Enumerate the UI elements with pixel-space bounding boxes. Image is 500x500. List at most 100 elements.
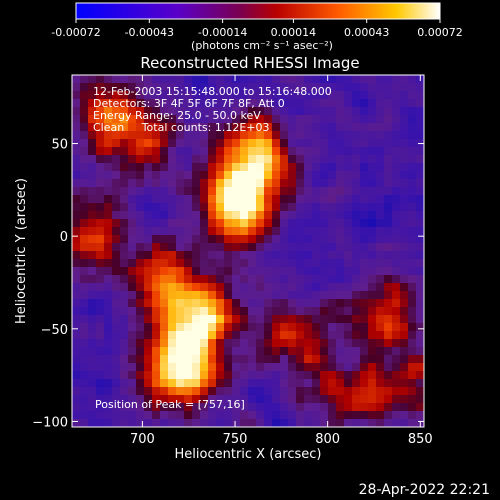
heatmap-cell (352, 315, 361, 324)
heatmap-cell (400, 107, 409, 116)
heatmap-cell (376, 307, 385, 316)
heatmap-cell (352, 307, 361, 316)
heatmap-cell (232, 379, 241, 388)
heatmap-cell (288, 339, 297, 348)
heatmap-cell (192, 227, 201, 236)
heatmap-cell (248, 403, 257, 412)
heatmap-cell (216, 147, 225, 156)
heatmap-cell (344, 347, 353, 356)
heatmap-cell (368, 243, 377, 252)
heatmap-cell (208, 339, 217, 348)
heatmap-cell (224, 259, 233, 268)
heatmap-cell (392, 115, 401, 124)
heatmap-cell (96, 139, 105, 148)
heatmap-cell (304, 107, 313, 116)
heatmap-cell (392, 363, 401, 372)
heatmap-cell (304, 371, 313, 380)
heatmap-cell (296, 323, 305, 332)
heatmap-cell (200, 315, 209, 324)
heatmap-cell (240, 187, 249, 196)
heatmap-cell (80, 323, 89, 332)
heatmap-cell (96, 155, 105, 164)
heatmap-cell (200, 379, 209, 388)
heatmap-cell (240, 203, 249, 212)
heatmap-cell (248, 363, 257, 372)
heatmap-cell (224, 331, 233, 340)
heatmap-cell (152, 419, 161, 428)
heatmap-cell (232, 347, 241, 356)
heatmap-cell (224, 139, 233, 148)
heatmap-cell (344, 419, 353, 428)
heatmap-cell (208, 275, 217, 284)
heatmap-cell (200, 187, 209, 196)
heatmap-cell (280, 251, 289, 260)
heatmap-cell (216, 195, 225, 204)
heatmap-cell (288, 307, 297, 316)
heatmap-cell (368, 139, 377, 148)
heatmap-cell (72, 323, 81, 332)
heatmap-cell (216, 171, 225, 180)
heatmap-cell (392, 203, 401, 212)
heatmap-cell (400, 267, 409, 276)
heatmap-cell (368, 155, 377, 164)
heatmap-cell (408, 363, 417, 372)
heatmap-cell (304, 275, 313, 284)
heatmap-cell (344, 107, 353, 116)
heatmap-cell (208, 155, 217, 164)
heatmap-cell (128, 243, 137, 252)
heatmap-cell (192, 251, 201, 260)
heatmap-cell (416, 371, 425, 380)
heatmap-cell (304, 267, 313, 276)
heatmap-cell (184, 203, 193, 212)
heatmap-cell (264, 363, 273, 372)
heatmap-cell (160, 163, 169, 172)
heatmap-cell (288, 131, 297, 140)
heatmap-cell (352, 163, 361, 172)
heatmap-cell (104, 315, 113, 324)
heatmap-cell (352, 331, 361, 340)
heatmap-cell (360, 219, 369, 228)
heatmap-cell (248, 155, 257, 164)
heatmap-cell (176, 163, 185, 172)
heatmap-cell (288, 163, 297, 172)
heatmap-cell (80, 99, 89, 108)
heatmap-cell (144, 139, 153, 148)
heatmap-cell (184, 187, 193, 196)
heatmap-cell (288, 139, 297, 148)
heatmap-cell (120, 299, 129, 308)
heatmap-cell (264, 419, 273, 428)
heatmap-cell (80, 115, 89, 124)
heatmap-cell (376, 115, 385, 124)
heatmap-cell (312, 163, 321, 172)
heatmap-cell (320, 291, 329, 300)
heatmap-cell (128, 251, 137, 260)
heatmap-cell (384, 179, 393, 188)
heatmap-cell (136, 291, 145, 300)
heatmap-cell (392, 251, 401, 260)
heatmap-cell (288, 243, 297, 252)
heatmap-cell (160, 275, 169, 284)
heatmap-cell (248, 323, 257, 332)
heatmap-cell (152, 235, 161, 244)
heatmap-cell (408, 195, 417, 204)
heatmap-cell (288, 403, 297, 412)
heatmap-cell (200, 155, 209, 164)
heatmap-cell (392, 227, 401, 236)
heatmap-cell (336, 275, 345, 284)
heatmap-cell (128, 219, 137, 228)
heatmap-cell (128, 203, 137, 212)
heatmap-cell (248, 291, 257, 300)
heatmap-cell (376, 315, 385, 324)
heatmap-cell (360, 419, 369, 428)
heatmap-cell (176, 155, 185, 164)
heatmap-cell (216, 331, 225, 340)
heatmap-cell (272, 371, 281, 380)
heatmap-cell (80, 187, 89, 196)
heatmap-cell (88, 251, 97, 260)
heatmap-cell (344, 147, 353, 156)
heatmap-cell (384, 163, 393, 172)
heatmap-cell (192, 331, 201, 340)
heatmap-cell (112, 139, 121, 148)
heatmap-cell (328, 347, 337, 356)
